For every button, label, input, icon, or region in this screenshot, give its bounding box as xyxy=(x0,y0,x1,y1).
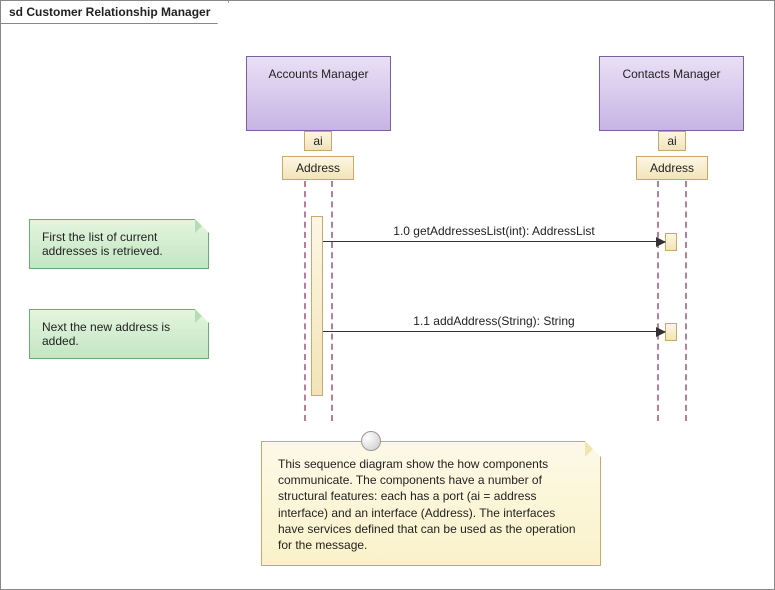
port-accounts-ai-label: ai xyxy=(313,134,322,148)
lifeline-contacts-right xyxy=(685,181,687,421)
message-2-label: 1.1 addAddress(String): String xyxy=(323,314,665,328)
interface-contacts-address: Address xyxy=(636,156,708,180)
port-contacts-ai: ai xyxy=(658,131,686,151)
message-2: 1.1 addAddress(String): String xyxy=(323,331,665,332)
note-1: First the list of current addresses is r… xyxy=(29,219,209,269)
activation-contacts-1 xyxy=(665,233,677,251)
message-1-label: 1.0 getAddressesList(int): AddressList xyxy=(323,224,665,238)
note-1-text: First the list of current addresses is r… xyxy=(42,230,163,258)
interface-accounts-address: Address xyxy=(282,156,354,180)
note-big-text: This sequence diagram show the how compo… xyxy=(278,457,576,552)
interface-accounts-address-label: Address xyxy=(296,161,340,175)
component-accounts-label: Accounts Manager xyxy=(268,67,368,81)
note-big: This sequence diagram show the how compo… xyxy=(261,441,601,566)
note-big-ball-icon xyxy=(361,431,381,451)
message-1: 1.0 getAddressesList(int): AddressList xyxy=(323,241,665,242)
sequence-diagram-frame: sd Customer Relationship Manager Account… xyxy=(0,0,775,590)
component-contacts-label: Contacts Manager xyxy=(622,67,720,81)
port-contacts-ai-label: ai xyxy=(667,134,676,148)
frame-title: sd Customer Relationship Manager xyxy=(1,1,229,24)
activation-contacts-2 xyxy=(665,323,677,341)
lifeline-accounts-left xyxy=(304,181,306,421)
component-contacts: Contacts Manager xyxy=(599,56,744,131)
component-accounts: Accounts Manager xyxy=(246,56,391,131)
note-2: Next the new address is added. xyxy=(29,309,209,359)
activation-accounts xyxy=(311,216,323,396)
note-2-text: Next the new address is added. xyxy=(42,320,170,348)
port-accounts-ai: ai xyxy=(304,131,332,151)
interface-contacts-address-label: Address xyxy=(650,161,694,175)
lifeline-accounts-right xyxy=(331,181,333,421)
lifeline-contacts-left xyxy=(657,181,659,421)
